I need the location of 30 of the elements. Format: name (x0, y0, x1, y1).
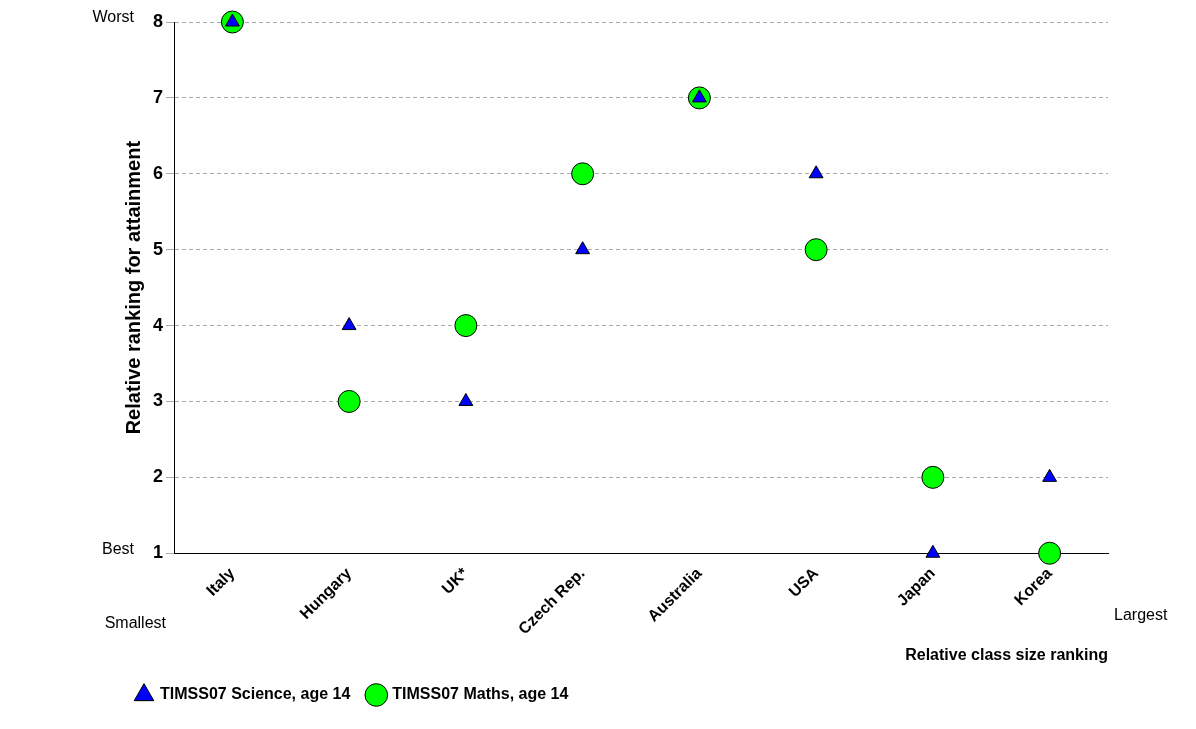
point (804, 238, 828, 262)
y-tick-label: 3 (153, 390, 164, 411)
text: Largest (1114, 605, 1168, 623)
point (925, 544, 941, 558)
text: Best (102, 539, 135, 557)
y-tick-label: 8 (153, 10, 164, 31)
point (1042, 468, 1058, 482)
text: Worst (92, 8, 135, 26)
y-tick-label: 5 (153, 238, 164, 259)
y-tick-label: 2 (153, 466, 164, 487)
point (454, 314, 478, 338)
point (337, 389, 361, 413)
point (921, 465, 945, 489)
point (571, 162, 595, 186)
point (808, 165, 824, 179)
point (575, 241, 591, 255)
legend-label: TIMSS07 Maths, age 14 (392, 685, 569, 703)
legend-label: TIMSS07 Science, age 14 (160, 685, 351, 703)
y-tick-label: 7 (153, 86, 164, 107)
x-axis-title: Relative class size ranking (905, 645, 1108, 663)
y-tick-label: 4 (153, 314, 164, 335)
y-axis-title: Relative ranking for attainment (121, 140, 144, 435)
x-tick-label: USA (785, 563, 822, 601)
point (458, 392, 474, 406)
x-tick-label: UK* (438, 563, 472, 598)
point (341, 317, 357, 331)
y-tick-label: 6 (153, 162, 164, 183)
point (1038, 541, 1062, 565)
y-tick-label: 1 (153, 542, 164, 563)
text: Smallest (104, 613, 167, 631)
